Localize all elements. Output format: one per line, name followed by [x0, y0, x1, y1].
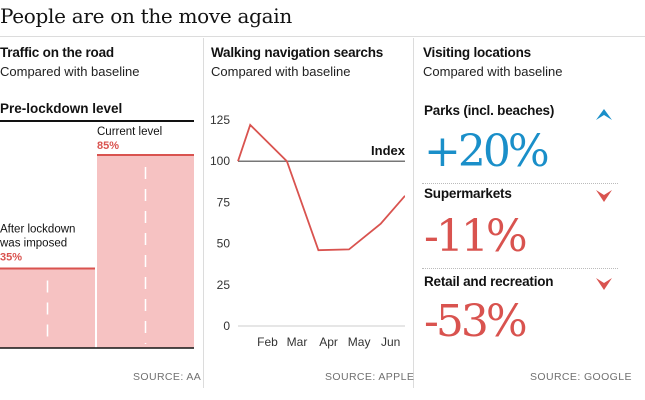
traffic-subtitle: Compared with baseline — [0, 64, 140, 79]
walking-subtitle: Compared with baseline — [211, 64, 351, 79]
parks-value: +20% — [424, 126, 550, 177]
index-label: Index — [371, 143, 405, 158]
retail-value: -53% — [424, 296, 528, 347]
walking-title: Walking navigation searchs — [211, 45, 384, 60]
visits-subtitle: Compared with baseline — [423, 64, 563, 79]
after-lockdown-label-line2: was imposed — [0, 238, 67, 250]
x-tick-label: Feb — [257, 335, 278, 349]
x-tick-label: Apr — [319, 335, 338, 349]
y-tick-label: 100 — [210, 154, 230, 168]
y-tick-label: 25 — [217, 278, 231, 292]
traffic-title: Traffic on the road — [0, 45, 114, 60]
visits-separator-1 — [422, 183, 618, 184]
y-tick-label: 125 — [210, 113, 230, 127]
pre-lockdown-label: Pre-lockdown level — [0, 101, 122, 116]
parks-label: Parks (incl. beaches) — [424, 103, 555, 118]
y-tick-label: 75 — [217, 195, 231, 209]
walking-series-line — [237, 123, 405, 252]
traffic-source: SOURCE: AA — [133, 371, 202, 383]
panel-divider-1 — [203, 38, 204, 388]
supermarkets-label: Supermarkets — [424, 186, 512, 201]
supermarkets-value: -11% — [424, 211, 528, 262]
bar-current-level — [97, 155, 194, 348]
retail-label: Retail and recreation — [424, 274, 554, 289]
x-tick-label: May — [348, 335, 371, 349]
y-tick-label: 50 — [217, 237, 231, 251]
visits-title: Visiting locations — [423, 45, 531, 60]
panel-divider-2 — [413, 38, 414, 388]
walking-line-chart: 0 25 50 75 100 125 Feb Mar Apr May Jun Index — [210, 113, 405, 349]
after-lockdown-value: 35% — [0, 252, 22, 264]
x-tick-label: Mar — [287, 335, 308, 349]
walking-source: SOURCE: APPLE — [325, 371, 415, 383]
x-tick-label: Jun — [381, 335, 400, 349]
y-tick-label: 0 — [223, 319, 230, 333]
current-level-label: Current level — [97, 126, 162, 138]
current-level-value: 85% — [97, 140, 119, 152]
after-lockdown-label-line1: After lockdown — [0, 224, 75, 236]
visits-source: SOURCE: GOOGLE — [530, 371, 632, 383]
top-rule — [0, 36, 645, 37]
down-arrow-icon — [596, 278, 612, 290]
traffic-bar-chart: Pre-lockdown level Current level 85% Aft… — [0, 101, 194, 349]
headline: People are on the move again — [0, 4, 292, 28]
visits-separator-2 — [422, 268, 618, 269]
up-arrow-icon — [596, 109, 612, 120]
down-arrow-icon — [596, 190, 612, 202]
